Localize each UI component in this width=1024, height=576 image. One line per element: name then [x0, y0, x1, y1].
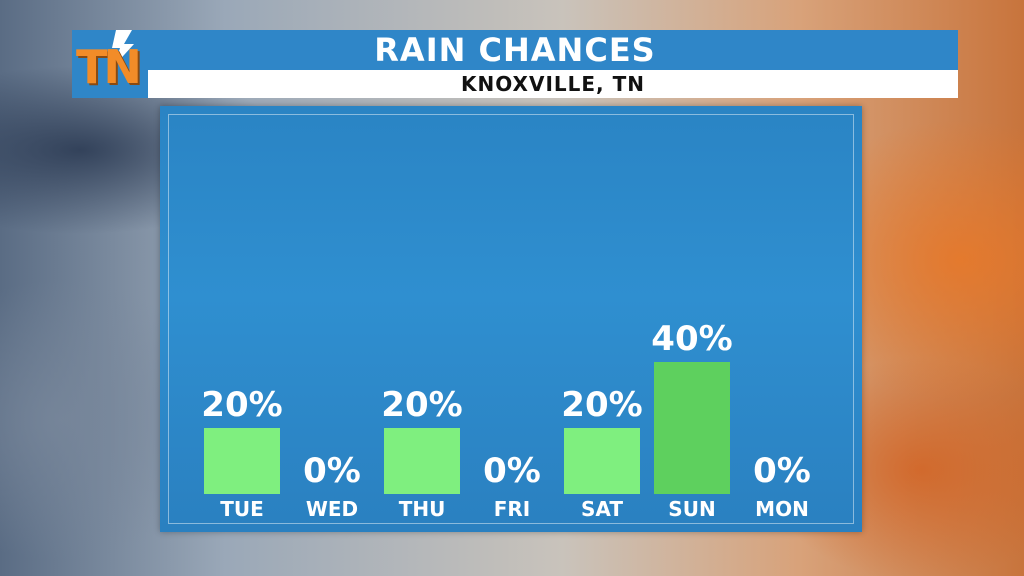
category-label-fri: FRI: [494, 497, 531, 521]
value-label-sat: 20%: [561, 385, 642, 425]
bar-tue: [204, 428, 280, 494]
chart-subtitle: KNOXVILLE, TN: [461, 72, 645, 96]
value-label-thu: 20%: [381, 385, 462, 425]
category-label-sat: SAT: [581, 497, 623, 521]
bar-sat: [564, 428, 640, 494]
category-label-tue: TUE: [220, 497, 264, 521]
value-label-sun: 40%: [651, 319, 732, 359]
value-label-mon: 0%: [753, 451, 811, 491]
value-label-wed: 0%: [303, 451, 361, 491]
bar-sun: [654, 362, 730, 494]
category-label-wed: WED: [306, 497, 358, 521]
bar-thu: [384, 428, 460, 494]
lightning-bolt-icon: [112, 30, 134, 66]
category-label-mon: MON: [755, 497, 809, 521]
subtitle-bar: [148, 70, 958, 98]
station-logo: TN: [72, 30, 148, 98]
category-label-thu: THU: [399, 497, 446, 521]
category-label-sun: SUN: [668, 497, 715, 521]
bar-chart: 20% TUE 0% WED 20% THU 0% FRI 20% SAT 40% SUN 0% MON: [201, 319, 811, 521]
panel-border: [168, 114, 854, 524]
logo-text: TN: [76, 40, 142, 94]
value-label-tue: 20%: [201, 385, 282, 425]
chart-panel: 20% TUE 0% WED 20% THU 0% FRI 20% SAT 40% SUN 0% MON: [160, 106, 862, 532]
header-bar: [72, 30, 958, 70]
value-label-fri: 0%: [483, 451, 541, 491]
chart-title: RAIN CHANCES: [374, 31, 656, 69]
